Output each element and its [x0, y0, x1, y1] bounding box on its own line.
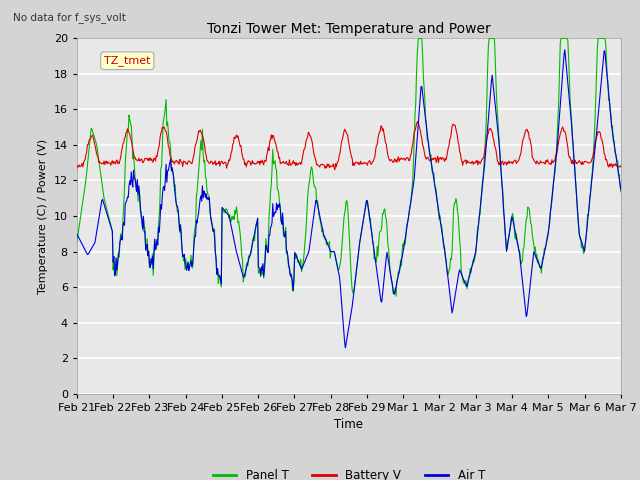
Air T	[223, 210, 230, 216]
Air T	[83, 250, 90, 256]
Line: Air T: Air T	[77, 50, 621, 348]
Battery V	[417, 128, 424, 133]
Line: Battery V: Battery V	[77, 121, 621, 169]
Panel T	[433, 187, 440, 192]
Panel T	[415, 36, 422, 41]
Air T	[342, 345, 349, 351]
Panel T	[194, 179, 202, 184]
Battery V	[194, 133, 202, 139]
Battery V	[223, 165, 230, 171]
Battery V	[433, 159, 440, 165]
Air T	[431, 187, 439, 192]
Text: No data for f_sys_volt: No data for f_sys_volt	[13, 12, 125, 23]
Panel T	[392, 293, 400, 299]
Text: TZ_tmet: TZ_tmet	[104, 55, 150, 66]
Panel T	[617, 189, 625, 195]
Legend: Panel T, Battery V, Air T: Panel T, Battery V, Air T	[208, 465, 490, 480]
Battery V	[617, 163, 625, 168]
Air T	[194, 214, 202, 220]
Panel T	[83, 170, 90, 176]
X-axis label: Time: Time	[334, 418, 364, 431]
Air T	[617, 186, 625, 192]
Battery V	[83, 149, 90, 155]
Title: Tonzi Tower Met: Temperature and Power: Tonzi Tower Met: Temperature and Power	[207, 22, 491, 36]
Battery V	[414, 119, 422, 124]
Panel T	[417, 36, 424, 41]
Air T	[139, 226, 147, 231]
Line: Panel T: Panel T	[77, 38, 621, 296]
Panel T	[73, 240, 81, 246]
Air T	[561, 47, 569, 53]
Y-axis label: Temperature (C) / Power (V): Temperature (C) / Power (V)	[38, 138, 48, 294]
Battery V	[73, 166, 81, 171]
Air T	[73, 231, 81, 237]
Battery V	[331, 167, 339, 172]
Panel T	[223, 206, 230, 212]
Panel T	[139, 227, 147, 233]
Air T	[416, 104, 424, 110]
Battery V	[139, 160, 147, 166]
